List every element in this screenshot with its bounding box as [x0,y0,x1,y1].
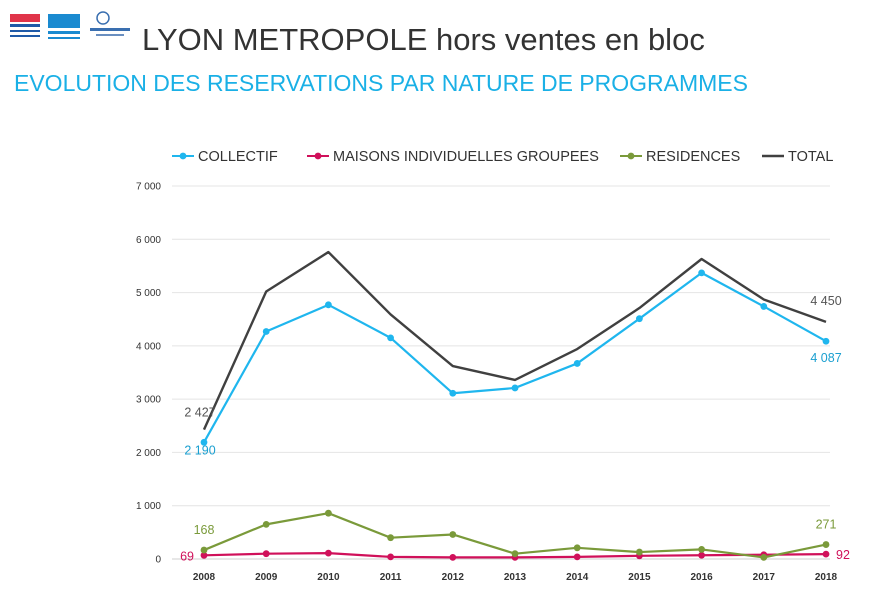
data-point [325,549,332,557]
y-tick-label: 1 000 [136,501,161,512]
data-point [511,384,519,392]
data-point [200,551,208,559]
data-point [698,546,705,553]
data-point [573,553,581,561]
notaires-logo-text [90,28,130,31]
data-label: 92 [836,548,850,562]
legend-label: RESIDENCES [646,149,740,165]
data-point [262,520,270,528]
partner-logos [10,11,130,39]
y-tick-label: 3 000 [136,395,161,406]
x-tick-label: 2008 [193,572,216,583]
legend-marker [627,152,635,160]
y-tick-label: 2 000 [136,448,161,459]
legend-label: TOTAL [788,149,833,165]
data-point [387,334,394,342]
data-point [698,551,705,559]
data-point [200,546,208,554]
y-tick-label: 4 000 [136,341,161,352]
data-point [262,328,270,335]
data-point [636,548,643,556]
legend-marker [314,152,322,160]
x-tick-label: 2013 [504,572,527,583]
data-point [573,544,581,552]
x-tick-label: 2010 [317,572,340,583]
series-lines [200,250,830,561]
legend-label: COLLECTIF [198,149,278,165]
chart-subtitle: EVOLUTION DES RESERVATIONS PAR NATURE DE… [14,70,748,96]
page-title: LYON METROPOLE hors ventes en bloc [142,22,705,57]
data-point [698,269,705,277]
legend-label: MAISONS INDIVIDUELLES GROUPEES [333,149,599,165]
series-line-3 [202,250,827,431]
y-tick-label: 7 000 [136,182,161,193]
x-tick-label: 2017 [753,572,776,583]
data-label: 4 087 [810,351,841,365]
data-label: 2 427 [184,406,215,420]
series-line-0 [203,271,827,443]
data-point [325,301,332,309]
data-point [760,554,768,561]
observatoire-logo-band [10,14,40,22]
data-label: 271 [816,518,837,532]
observatoire-logo-line [10,24,40,27]
data-point [387,534,394,542]
x-tick-label: 2009 [255,572,278,583]
logos [8,8,134,48]
legend-marker [179,152,187,160]
y-axis: 0 1 000 2 000 3 000 4 000 5 000 6 000 7 000 [136,182,161,566]
y-tick-label: 6 000 [136,235,161,246]
data-label: 2 190 [184,443,215,457]
fpi-logo [48,14,80,28]
data-point [822,550,830,558]
data-point [449,389,457,397]
x-tick-label: 2011 [380,572,402,583]
gridlines [172,185,830,560]
x-axis: 2008 2009 2010 2011 2012 2013 2014 2015 2016 2017… [193,572,838,583]
data-point [449,554,457,561]
data-point [573,360,581,367]
x-tick-label: 2014 [566,572,589,583]
y-tick-label: 0 [155,555,161,566]
data-point [262,550,270,558]
data-point [822,337,830,345]
notaires-logo-emblem [96,11,110,25]
data-label: 4 450 [810,294,841,308]
data-point [325,509,332,517]
data-point [636,315,643,323]
x-tick-label: 2016 [690,572,713,583]
legend: COLLECTIF MAISONS INDIVIDUELLES GROUPEES R… [172,149,833,165]
y-tick-label: 5 000 [136,288,161,299]
data-label: 69 [180,549,194,563]
data-point [511,550,519,558]
data-point [760,303,768,310]
data-point [200,438,208,446]
x-tick-label: 2015 [628,572,651,583]
data-point [822,541,830,548]
data-point [387,553,394,561]
x-tick-label: 2012 [442,572,465,583]
data-label: 168 [194,523,215,537]
data-point [449,531,457,538]
x-tick-label: 2018 [815,572,838,583]
